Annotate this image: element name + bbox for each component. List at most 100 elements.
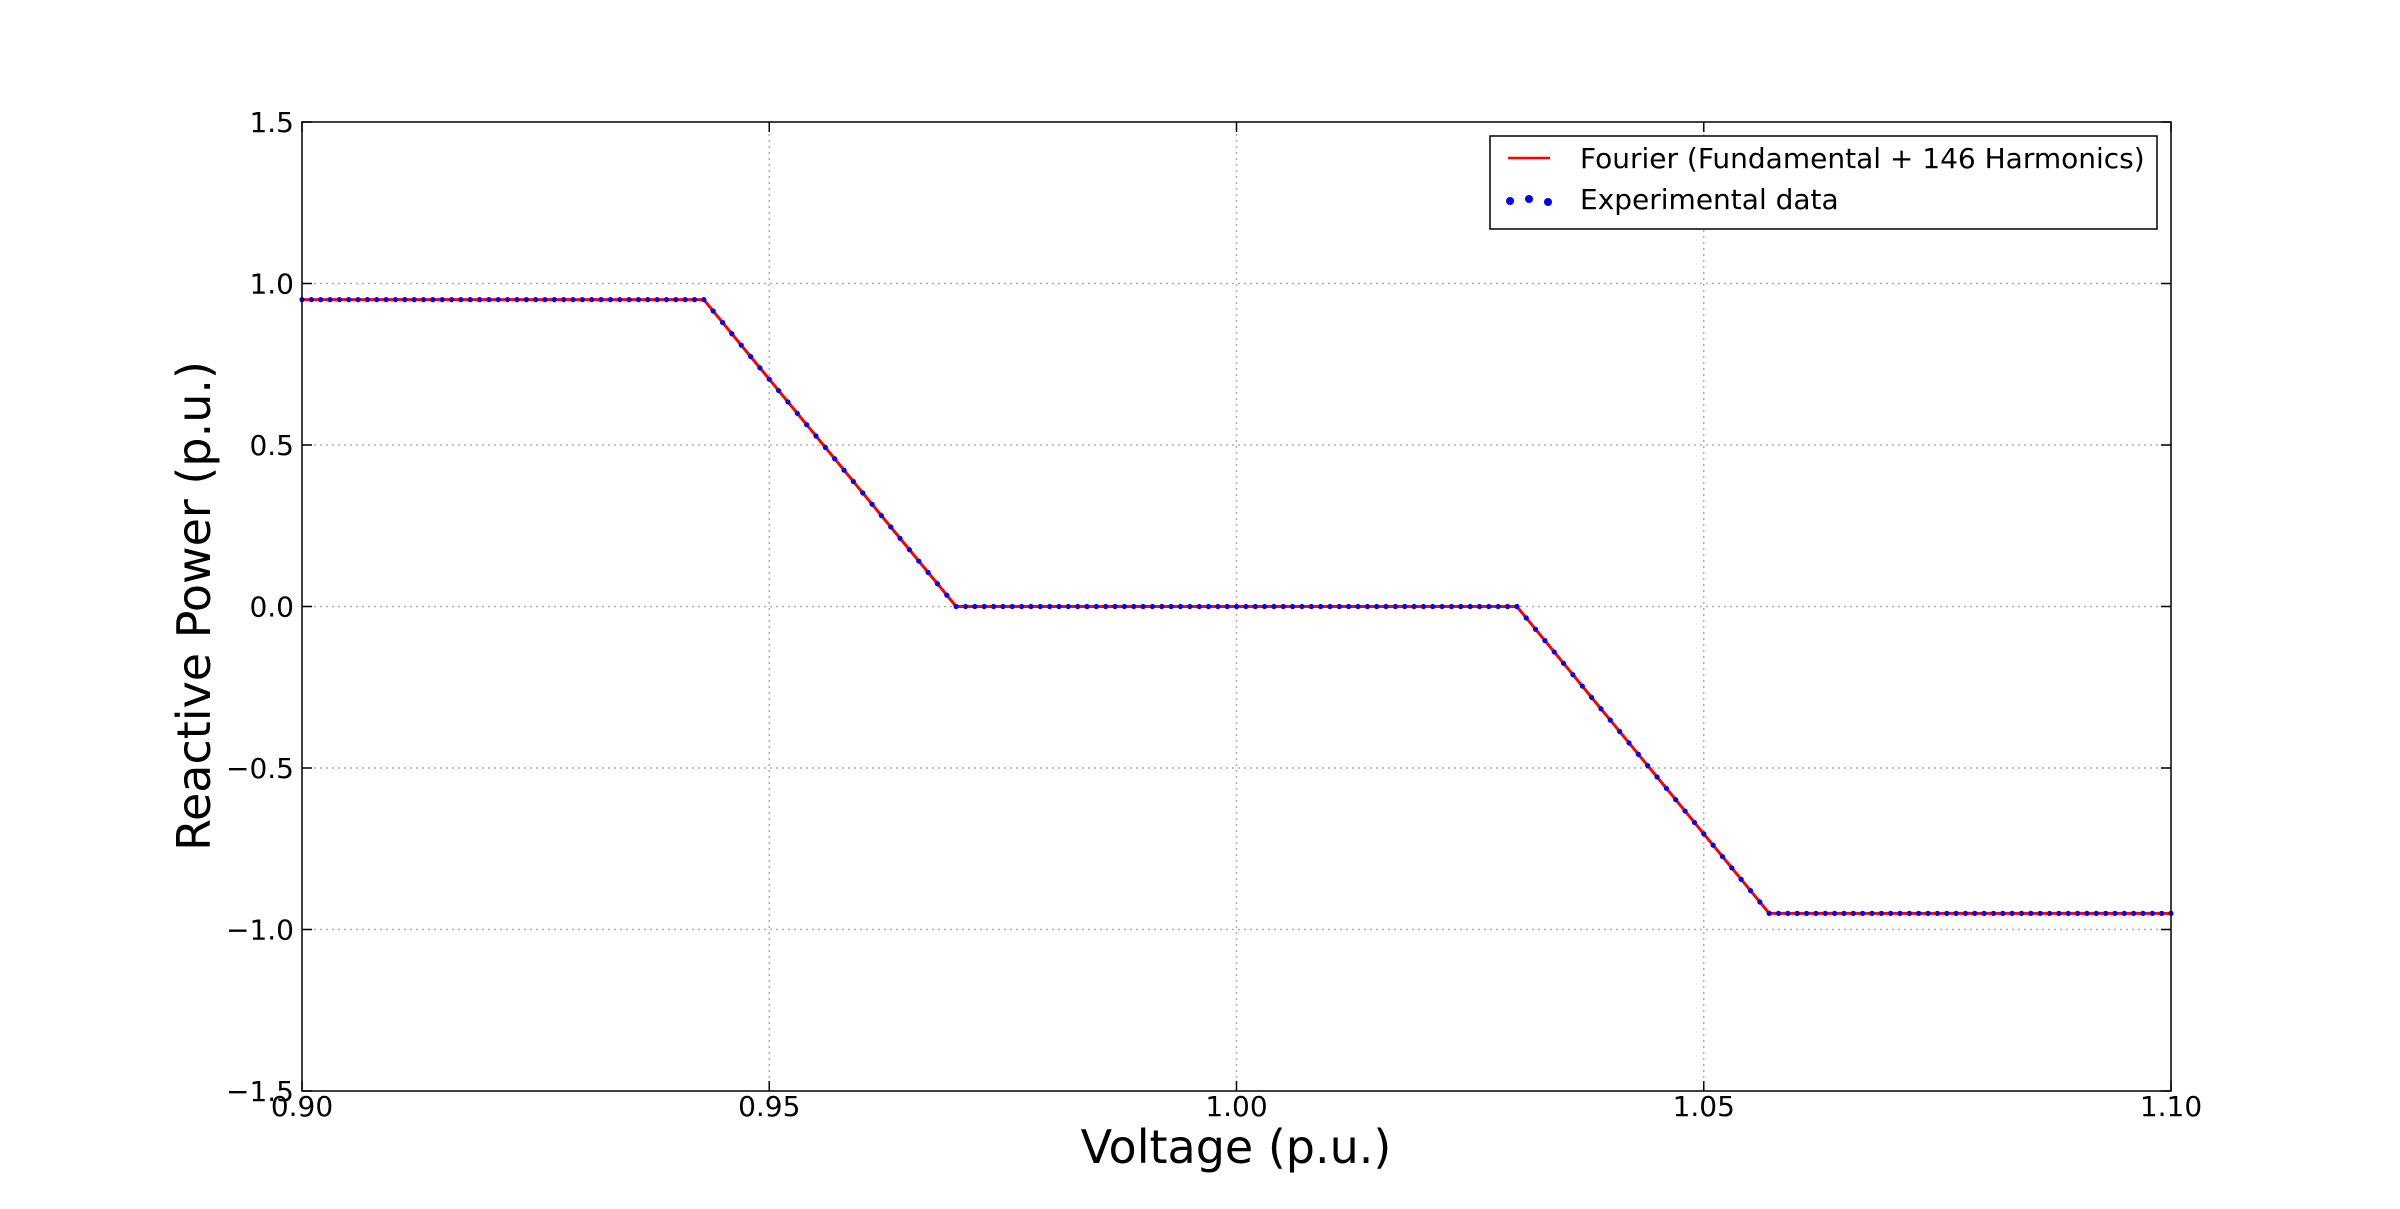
experimental-data-point bbox=[738, 342, 744, 348]
y-tick-label: −0.5 bbox=[226, 752, 294, 785]
experimental-data-point bbox=[1617, 728, 1623, 735]
experimental-data-point bbox=[1327, 603, 1333, 610]
experimental-data-point bbox=[1906, 910, 1912, 916]
experimental-data-point bbox=[785, 399, 791, 405]
experimental-data-point bbox=[327, 297, 333, 303]
experimental-data-point bbox=[860, 490, 866, 496]
experimental-data-point bbox=[635, 297, 642, 303]
experimental-data-point bbox=[1047, 603, 1053, 610]
experimental-data-point bbox=[1710, 842, 1716, 848]
legend: Fourier (Fundamental + 146 Harmonics) Ex… bbox=[1489, 135, 2158, 230]
experimental-data-point bbox=[981, 603, 987, 610]
legend-experimental-marker bbox=[1544, 198, 1552, 206]
experimental-data-point bbox=[1691, 819, 1698, 826]
experimental-data-point bbox=[1934, 910, 1940, 916]
x-tick-label: 1.05 bbox=[1673, 1090, 1735, 1123]
experimental-data-point bbox=[579, 297, 585, 303]
data-layer bbox=[299, 297, 2174, 916]
experimental-data-point bbox=[308, 297, 314, 303]
experimental-data-point bbox=[2056, 910, 2062, 916]
experimental-data-point bbox=[1308, 603, 1314, 610]
experimental-data-point bbox=[663, 297, 670, 303]
experimental-data-point bbox=[2140, 910, 2146, 916]
experimental-data-point bbox=[990, 603, 997, 610]
experimental-data-point bbox=[1439, 603, 1445, 610]
experimental-data-point bbox=[439, 297, 445, 303]
legend-experimental-label: Experimental data bbox=[1580, 183, 1839, 216]
experimental-data-point bbox=[1420, 603, 1426, 610]
experimental-data-point bbox=[1495, 603, 1501, 610]
experimental-data-point bbox=[822, 444, 828, 450]
x-tick-label: 0.90 bbox=[271, 1090, 333, 1123]
experimental-data-point bbox=[1289, 603, 1296, 610]
experimental-data-point bbox=[1635, 751, 1641, 757]
experimental-data-point bbox=[1018, 603, 1025, 610]
experimental-data-point bbox=[383, 297, 389, 303]
experimental-data-point bbox=[682, 297, 688, 303]
experimental-data-point bbox=[1944, 910, 1950, 916]
experimental-data-point bbox=[430, 297, 436, 303]
x-tick-label: 1.00 bbox=[1205, 1090, 1267, 1123]
y-tick-label: −1.5 bbox=[226, 1075, 294, 1108]
experimental-data-point bbox=[1355, 603, 1361, 610]
experimental-data-point bbox=[2074, 910, 2081, 916]
experimental-data-point bbox=[850, 478, 856, 485]
tick-layer: 0.90 0.95 1.00 1.05 1.10 −1.5 −1.0 −0.5 0.0 0.5 1.… bbox=[226, 106, 2202, 1123]
y-tick-label: 0.5 bbox=[249, 429, 294, 462]
experimental-data-point bbox=[1589, 694, 1595, 701]
experimental-data-point bbox=[392, 297, 399, 303]
experimental-data-point bbox=[1673, 797, 1679, 803]
experimental-data-point bbox=[878, 512, 884, 519]
experimental-data-point bbox=[448, 297, 455, 303]
experimental-data-point bbox=[1000, 603, 1006, 610]
experimental-data-point bbox=[355, 297, 361, 303]
experimental-data-point bbox=[1233, 603, 1240, 610]
experimental-data-point bbox=[1280, 603, 1286, 610]
experimental-data-point bbox=[1392, 603, 1398, 610]
experimental-data-point bbox=[1103, 603, 1109, 610]
experimental-data-point bbox=[1551, 649, 1557, 655]
experimental-data-point bbox=[1598, 706, 1604, 712]
experimental-data-point bbox=[374, 297, 380, 303]
x-axis-label: Voltage (p.u.) bbox=[1081, 1120, 1392, 1174]
legend-experimental-marker bbox=[1506, 197, 1514, 205]
experimental-data-point bbox=[336, 297, 342, 303]
experimental-data-point bbox=[813, 433, 819, 439]
experimental-data-point bbox=[701, 297, 707, 303]
experimental-data-point bbox=[757, 365, 763, 371]
experimental-data-point bbox=[1738, 876, 1744, 882]
experimental-data-point bbox=[2121, 910, 2127, 916]
experimental-data-point bbox=[598, 297, 604, 303]
experimental-data-point bbox=[1803, 910, 1810, 916]
experimental-data-point bbox=[1925, 910, 1931, 916]
experimental-data-point bbox=[542, 297, 548, 303]
experimental-data-point bbox=[897, 535, 903, 541]
experimental-data-point bbox=[1962, 910, 1969, 916]
experimental-data-point bbox=[495, 297, 501, 303]
experimental-data-point bbox=[925, 569, 931, 576]
experimental-data-point bbox=[2084, 910, 2090, 916]
experimental-data-point bbox=[458, 297, 464, 303]
experimental-data-point bbox=[953, 603, 959, 610]
experimental-data-point bbox=[1205, 603, 1212, 610]
experimental-data-point bbox=[1729, 865, 1735, 871]
experimental-data-point bbox=[1402, 603, 1408, 610]
experimental-data-point bbox=[1056, 603, 1062, 610]
experimental-data-point bbox=[1458, 603, 1464, 610]
y-tick-label: −1.0 bbox=[226, 914, 294, 947]
experimental-data-point bbox=[729, 331, 735, 337]
experimental-data-point bbox=[533, 297, 539, 303]
experimental-data-point bbox=[1028, 603, 1034, 610]
experimental-data-point bbox=[2028, 910, 2034, 916]
experimental-data-point bbox=[888, 524, 894, 530]
experimental-data-point bbox=[1149, 603, 1155, 610]
experimental-data-point bbox=[523, 297, 529, 303]
experimental-data-point bbox=[1364, 603, 1370, 610]
experimental-data-point bbox=[2131, 910, 2137, 916]
experimental-data-point bbox=[691, 297, 698, 303]
experimental-data-point bbox=[2102, 910, 2109, 916]
experimental-data-point bbox=[972, 603, 978, 610]
experimental-data-point bbox=[1430, 603, 1436, 610]
experimental-data-point bbox=[1065, 603, 1071, 610]
experimental-data-point bbox=[841, 467, 847, 473]
